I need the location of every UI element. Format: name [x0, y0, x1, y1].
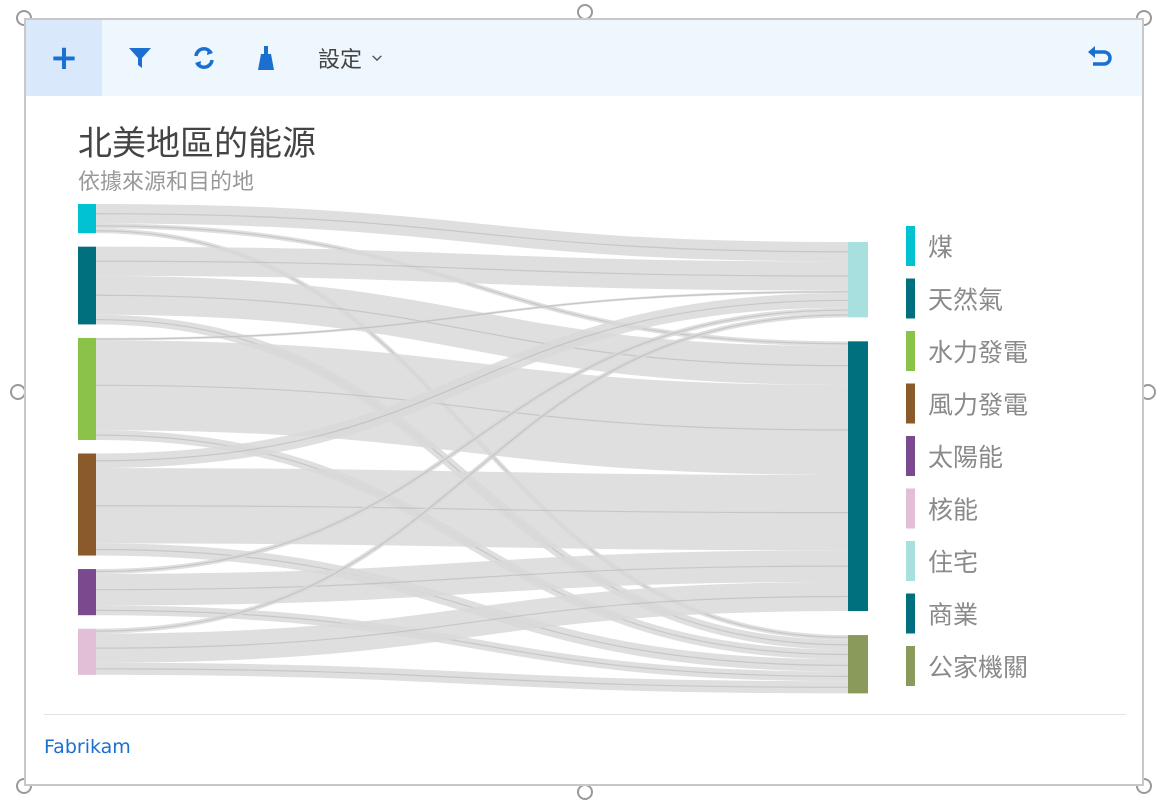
legend-swatch-e6b0b4e58a9be799bce99bbb [906, 331, 915, 371]
sankey-link-e785a4-e4bd8fe5ae85[interactable] [95, 204, 849, 262]
refresh-icon [194, 47, 214, 69]
target-node-e59586e6a5ad[interactable] [848, 341, 868, 612]
source-node-e9a2a8e58a9be799bce99bbb[interactable] [78, 453, 96, 556]
legend-swatch-e6a0b8e883bd [906, 488, 915, 529]
source-node-e5a4aae999bde883bd[interactable] [78, 569, 96, 616]
sankey-link-edge [95, 299, 849, 462]
visual-frame: + 設定 [24, 18, 1144, 786]
sankey-link-edge [95, 260, 849, 277]
footer-brand[interactable]: Fabrikam [44, 736, 131, 758]
add-button[interactable]: + [26, 20, 102, 96]
target-node-e4bd8fe5ae85[interactable] [848, 242, 868, 318]
sankey-link-edge [95, 213, 849, 253]
footer-divider [44, 714, 1126, 715]
chart-title: 北美地區的能源 [78, 124, 316, 164]
filter-button[interactable] [122, 20, 158, 96]
sankey-link-edge [95, 565, 849, 591]
sankey-link-e6a0b8e883bd-e585ace5aeb6e6a99fe9979c[interactable] [95, 662, 849, 694]
legend-label-e9a2a8e58a9be799bce99bbb[interactable]: 風力發電 [928, 391, 1028, 420]
source-node-e785a4[interactable] [78, 204, 96, 234]
source-node-e6a0b8e883bd[interactable] [78, 628, 96, 675]
sankey-link-e5a4aae999bde883bd-e59586e6a5ad[interactable] [95, 550, 849, 606]
refresh-button[interactable] [186, 20, 222, 96]
legend-swatch-e785a4 [906, 226, 915, 266]
legend-label-e785a4[interactable]: 煤 [928, 233, 953, 262]
brush-icon [258, 46, 274, 70]
sankey-link-e5a4a9e784b6e6b0a3-e4bd8fe5ae85[interactable] [95, 246, 849, 291]
legend-swatch-e5a4aae999bde883bd [906, 436, 915, 476]
sankey-link-edge [95, 291, 849, 340]
chevron-down-icon [372, 55, 382, 62]
sankey-link-e9a2a8e58a9be799bce99bbb-e59586e6a5ad[interactable] [95, 468, 849, 551]
chart-subtitle: 依據來源和目的地 [78, 170, 255, 195]
sankey-links [95, 204, 849, 694]
sankey-link-edge [95, 668, 849, 688]
sankey-link-edge [95, 309, 849, 573]
legend-swatch-e59586e6a5ad [906, 593, 915, 634]
sankey-link-edge [95, 225, 849, 345]
filter-icon [129, 48, 151, 68]
visual-toolbar: + 設定 [26, 20, 1142, 96]
legend-label-e4bd8fe5ae85[interactable]: 住宅 [928, 548, 978, 577]
sankey-link-e5a4a9e784b6e6b0a3-e59586e6a5ad[interactable] [95, 275, 849, 386]
resize-handle-bottom-middle[interactable] [577, 784, 593, 800]
legend-swatch-e585ace5aeb6e6a99fe9979c [906, 646, 915, 686]
sankey-link-edge [95, 314, 849, 632]
legend-label-e5a4a9e784b6e6b0a3[interactable]: 天然氣 [928, 286, 1003, 315]
legend-label-e585ace5aeb6e6a99fe9979c[interactable]: 公家機關 [928, 653, 1028, 682]
target-node-e585ace5aeb6e6a99fe9979c[interactable] [848, 635, 868, 694]
sankey-link-e6a0b8e883bd-e4bd8fe5ae85[interactable] [95, 312, 849, 634]
sankey-link-e9a2a8e58a9be799bce99bbb-e4bd8fe5ae85[interactable] [95, 293, 849, 469]
format-brush-button[interactable] [248, 20, 284, 96]
source-node-e6b0b4e58a9be799bce99bbb[interactable] [78, 337, 96, 440]
sankey-link-edge [95, 384, 849, 431]
sankey-link-e5a4aae999bde883bd-e4bd8fe5ae85[interactable] [95, 307, 849, 574]
plus-icon: + [49, 38, 79, 78]
legend-label-e5a4aae999bde883bd[interactable]: 太陽能 [928, 443, 1003, 472]
legend-swatch-e4bd8fe5ae85 [906, 541, 915, 581]
legend-label-e59586e6a5ad[interactable]: 商業 [928, 601, 978, 630]
legend-label-e6a0b8e883bd[interactable]: 核能 [928, 496, 978, 525]
undo-icon [1088, 46, 1112, 66]
undo-button[interactable] [1080, 20, 1120, 96]
legend-swatch-e9a2a8e58a9be799bce99bbb [906, 383, 915, 424]
sankey-link-edge [95, 505, 849, 514]
legend-swatch-e5a4a9e784b6e6b0a3 [906, 278, 915, 319]
sankey-link-e6b0b4e58a9be799bce99bbb-e59586e6a5ad[interactable] [95, 340, 849, 475]
sankey-link-e6a0b8e883bd-e59586e6a5ad[interactable] [95, 581, 849, 663]
sankey-link-edge [95, 294, 849, 367]
settings-dropdown[interactable]: 設定 [318, 20, 382, 96]
sankey-link-e6b0b4e58a9be799bce99bbb-e4bd8fe5ae85[interactable] [95, 290, 849, 341]
sankey-link-edge [95, 595, 849, 649]
sankey-link-e785a4-e59586e6a5ad[interactable] [95, 223, 849, 347]
source-node-e5a4a9e784b6e6b0a3[interactable] [78, 246, 96, 325]
legend-label-e6b0b4e58a9be799bce99bbb[interactable]: 水力發電 [928, 338, 1028, 367]
settings-label: 設定 [318, 48, 363, 73]
